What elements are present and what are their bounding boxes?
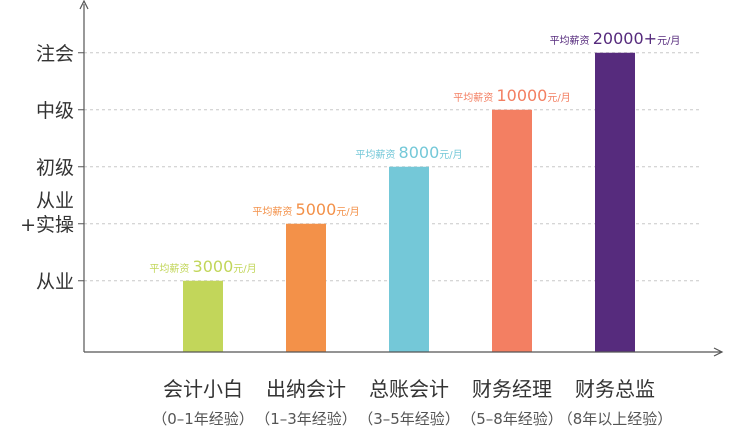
data-label-5: 平均薪资 20000+元/月 — [550, 29, 681, 48]
x-axis-arrow — [713, 347, 724, 357]
x-tick-label-3: 总账会计 — [369, 377, 449, 401]
data-label-amount-4: 10000 — [496, 86, 547, 105]
data-label-4: 平均薪资 10000元/月 — [453, 86, 570, 105]
x-tick-label-5: 财务总监 — [575, 377, 655, 401]
data-label-prefix-5: 平均薪资 — [550, 35, 593, 47]
y-tick-label-1: 从业 — [36, 271, 74, 293]
axes — [78, 0, 724, 357]
data-label-amount-1: 3000 — [193, 257, 234, 276]
bar-1 — [183, 280, 223, 352]
x-tick-sublabel-5: （8年以上经验） — [558, 410, 673, 428]
data-label-amount-5: 20000+ — [593, 29, 657, 48]
x-tick-sublabel-4: （5–8年经验） — [461, 410, 563, 428]
bar-3 — [389, 166, 429, 352]
bar-5 — [595, 52, 635, 352]
data-label-amount-3: 8000 — [399, 143, 440, 162]
y-tick-label-3: 初级 — [36, 157, 74, 179]
y-tick-label-4: 中级 — [36, 100, 74, 122]
bar-2 — [286, 223, 326, 352]
data-label-unit-2: 元/月 — [336, 206, 359, 218]
x-tick-sublabel-3: （3–5年经验） — [358, 410, 460, 428]
data-label-1: 平均薪资 3000元/月 — [149, 257, 256, 276]
y-tick-label-2-line-1: 从业 — [36, 190, 74, 212]
x-tick-label-2: 出纳会计 — [266, 377, 346, 401]
data-label-prefix-2: 平均薪资 — [252, 206, 295, 218]
bars — [183, 52, 635, 352]
y-tick-label-2-line-2: +实操 — [20, 214, 74, 236]
data-label-amount-2: 5000 — [296, 200, 337, 219]
x-tick-label-1: 会计小白 — [163, 377, 243, 401]
x-tick-label-4: 财务经理 — [472, 377, 552, 401]
data-label-prefix-4: 平均薪资 — [453, 92, 496, 104]
data-label-prefix-1: 平均薪资 — [149, 263, 192, 275]
bar-4 — [492, 109, 532, 352]
data-label-prefix-3: 平均薪资 — [355, 149, 398, 161]
y-tick-label-5: 注会 — [36, 43, 74, 65]
x-tick-sublabel-1: （0–1年经验） — [152, 410, 254, 428]
data-label-unit-1: 元/月 — [233, 263, 256, 275]
data-label-3: 平均薪资 8000元/月 — [355, 143, 462, 162]
x-tick-sublabel-2: （1–3年经验） — [255, 410, 357, 428]
data-label-unit-5: 元/月 — [657, 35, 680, 47]
data-label-unit-3: 元/月 — [439, 149, 462, 161]
data-label-unit-4: 元/月 — [547, 92, 570, 104]
x-tick-labels: 会计小白 （0–1年经验） 出纳会计 （1–3年经验） 总账会计 （3–5年经验） 财务经理… — [152, 377, 672, 428]
data-label-2: 平均薪资 5000元/月 — [252, 200, 359, 219]
y-axis-arrow — [79, 0, 89, 10]
